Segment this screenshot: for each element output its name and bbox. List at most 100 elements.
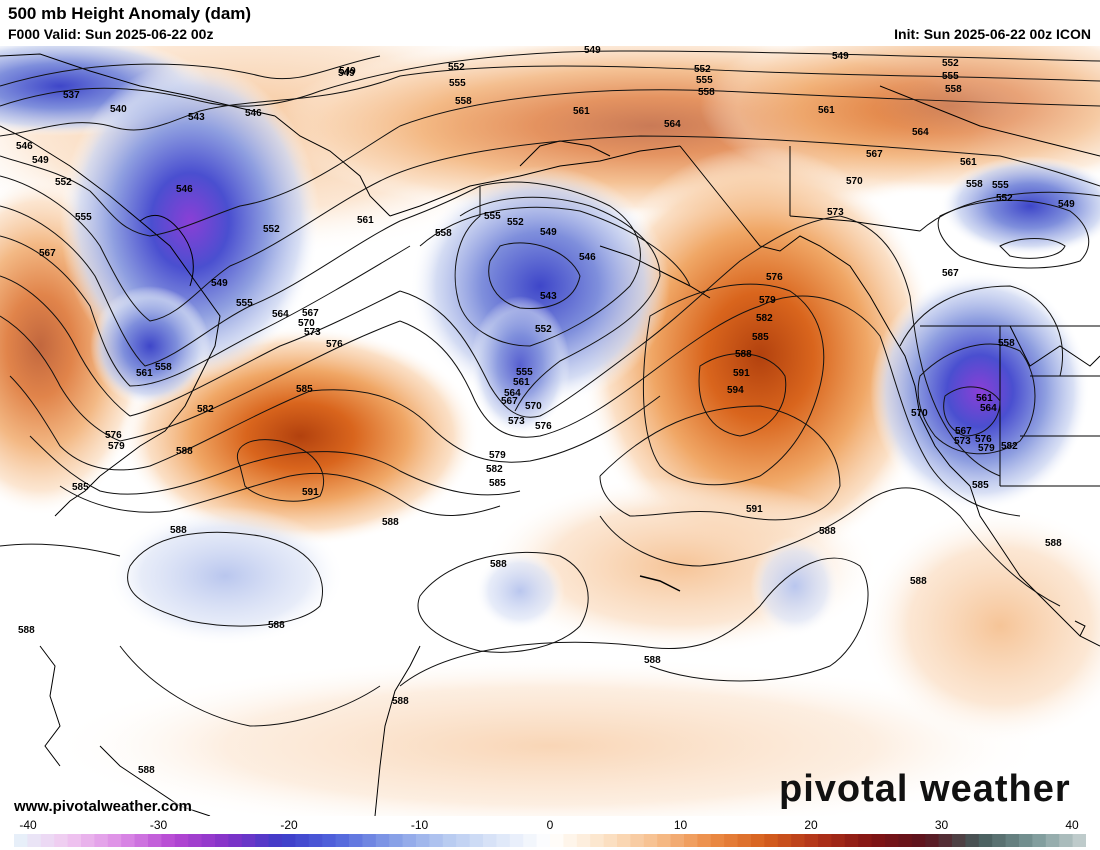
- contour-label: 549: [211, 278, 228, 289]
- colorbar-segment: [831, 834, 846, 847]
- contour-label: 567: [942, 268, 959, 279]
- contour-label: 591: [746, 504, 763, 515]
- colorbar-segment: [630, 834, 645, 847]
- colorbar-segment: [483, 834, 497, 847]
- contour-label: 582: [1001, 441, 1018, 452]
- contour-label: 546: [16, 141, 33, 152]
- colorbar-tick-label: 0: [546, 818, 554, 832]
- contour-labels: 549 549 549 552 552 552 555 555 555 558 …: [16, 46, 1075, 776]
- contour-label: 558: [435, 228, 452, 239]
- map-title: 500 mb Height Anomaly (dam): [8, 4, 252, 23]
- colorbar-segment: [188, 834, 203, 847]
- contour-label: 546: [176, 184, 193, 195]
- contour-label: 567: [955, 426, 972, 437]
- colorbar-segment: [1032, 834, 1047, 847]
- contour-label: 543: [188, 112, 205, 123]
- contour-label: 570: [298, 318, 315, 329]
- contour-label: 552: [535, 324, 552, 335]
- contour-label: 552: [694, 64, 711, 75]
- colorbar-segment: [643, 834, 658, 847]
- colorbar-segment: [215, 834, 229, 847]
- colorbar-segment: [871, 834, 886, 847]
- colorbar-segment: [978, 834, 993, 847]
- colorbar-segment: [469, 834, 484, 847]
- colorbar-segment: [255, 834, 270, 847]
- colorbar-segment: [965, 834, 980, 847]
- contour-label: 555: [236, 298, 253, 309]
- colorbar-segment: [442, 834, 457, 847]
- contour-label: 594: [727, 385, 744, 396]
- contour-label: 561: [136, 368, 153, 379]
- colorbar-segment: [94, 834, 109, 847]
- contour-label: 576: [766, 272, 783, 283]
- contour-label: 558: [966, 179, 983, 190]
- colorbar-segment: [496, 834, 511, 847]
- colorbar-segment: [308, 834, 323, 847]
- map-header: 500 mb Height Anomaly (dam) F000 Valid: …: [0, 0, 1100, 46]
- contour-label: 558: [455, 96, 472, 107]
- colorbar-segment: [121, 834, 136, 847]
- contour-label: 576: [105, 430, 122, 441]
- contour-label: 585: [296, 384, 313, 395]
- contour-label: 561: [357, 215, 374, 226]
- colorbar-segment: [791, 834, 806, 847]
- contour-label: 570: [525, 401, 542, 412]
- colorbar-segment: [603, 834, 618, 847]
- colorbar-segment: [938, 834, 953, 847]
- colorbar-segment: [456, 834, 471, 847]
- site-url: www.pivotalweather.com: [14, 798, 192, 815]
- contour-label: 549: [584, 46, 601, 56]
- contour-label: 558: [155, 362, 172, 373]
- contour-label: 564: [504, 388, 521, 399]
- colorbar-segment: [282, 834, 296, 847]
- contour-label: 588: [490, 559, 507, 570]
- colorbar-segment: [14, 834, 28, 847]
- contour-label: 549: [540, 227, 557, 238]
- contour-label: 552: [448, 62, 465, 73]
- anomaly-map: 549 549 549 552 552 552 555 555 555 558 …: [0, 46, 1100, 816]
- contour-label: 585: [752, 332, 769, 343]
- contour-label: 570: [846, 176, 863, 187]
- contour-label: 555: [696, 75, 713, 86]
- contour-label: 588: [268, 620, 285, 631]
- contour-label: 588: [910, 576, 927, 587]
- contour-label: 552: [507, 217, 524, 228]
- colorbar-segment: [764, 834, 779, 847]
- contour-label: 558: [945, 84, 962, 95]
- colorbar-segment: [992, 834, 1007, 847]
- colorbar-segment: [362, 834, 377, 847]
- colorbar-segment: [295, 834, 310, 847]
- contour-label: 564: [912, 127, 929, 138]
- contour-label: 552: [942, 58, 959, 69]
- colorbar-segment: [777, 834, 792, 847]
- contour-label: 552: [263, 224, 280, 235]
- colorbar-segment: [67, 834, 82, 847]
- colorbar-segment: [1072, 834, 1086, 847]
- colorbar-segment: [697, 834, 712, 847]
- colorbar-segment: [1005, 834, 1020, 847]
- colorbar-segment: [710, 834, 725, 847]
- colorbar-segment: [40, 834, 55, 847]
- contour-label: 576: [535, 421, 552, 432]
- colorbar-tick-label: -20: [280, 818, 298, 832]
- colorbar-segment: [818, 834, 832, 847]
- contour-label: 552: [996, 193, 1013, 204]
- valid-time: F000 Valid: Sun 2025-06-22 00z: [8, 26, 214, 42]
- contour-label: 573: [954, 436, 971, 447]
- contour-label: 576: [326, 339, 343, 350]
- colorbar-segment: [737, 834, 752, 847]
- colorbar-segment: [161, 834, 176, 847]
- colorbar-tick-label: 40: [1065, 818, 1079, 832]
- contour-label: 585: [489, 478, 506, 489]
- contour-label: 567: [866, 149, 883, 160]
- colorbar-segment: [1059, 834, 1074, 847]
- contour-label: 549: [339, 66, 356, 77]
- contour-label: 564: [272, 309, 289, 320]
- contour-label: 573: [827, 207, 844, 218]
- contour-label: 582: [486, 464, 503, 475]
- colorbar-segment: [509, 834, 524, 847]
- contour-label: 567: [39, 248, 56, 259]
- brand-logo: pivotal weather: [779, 768, 1071, 811]
- contour-label: 555: [449, 78, 466, 89]
- brand-text: pivotal weather: [779, 768, 1071, 810]
